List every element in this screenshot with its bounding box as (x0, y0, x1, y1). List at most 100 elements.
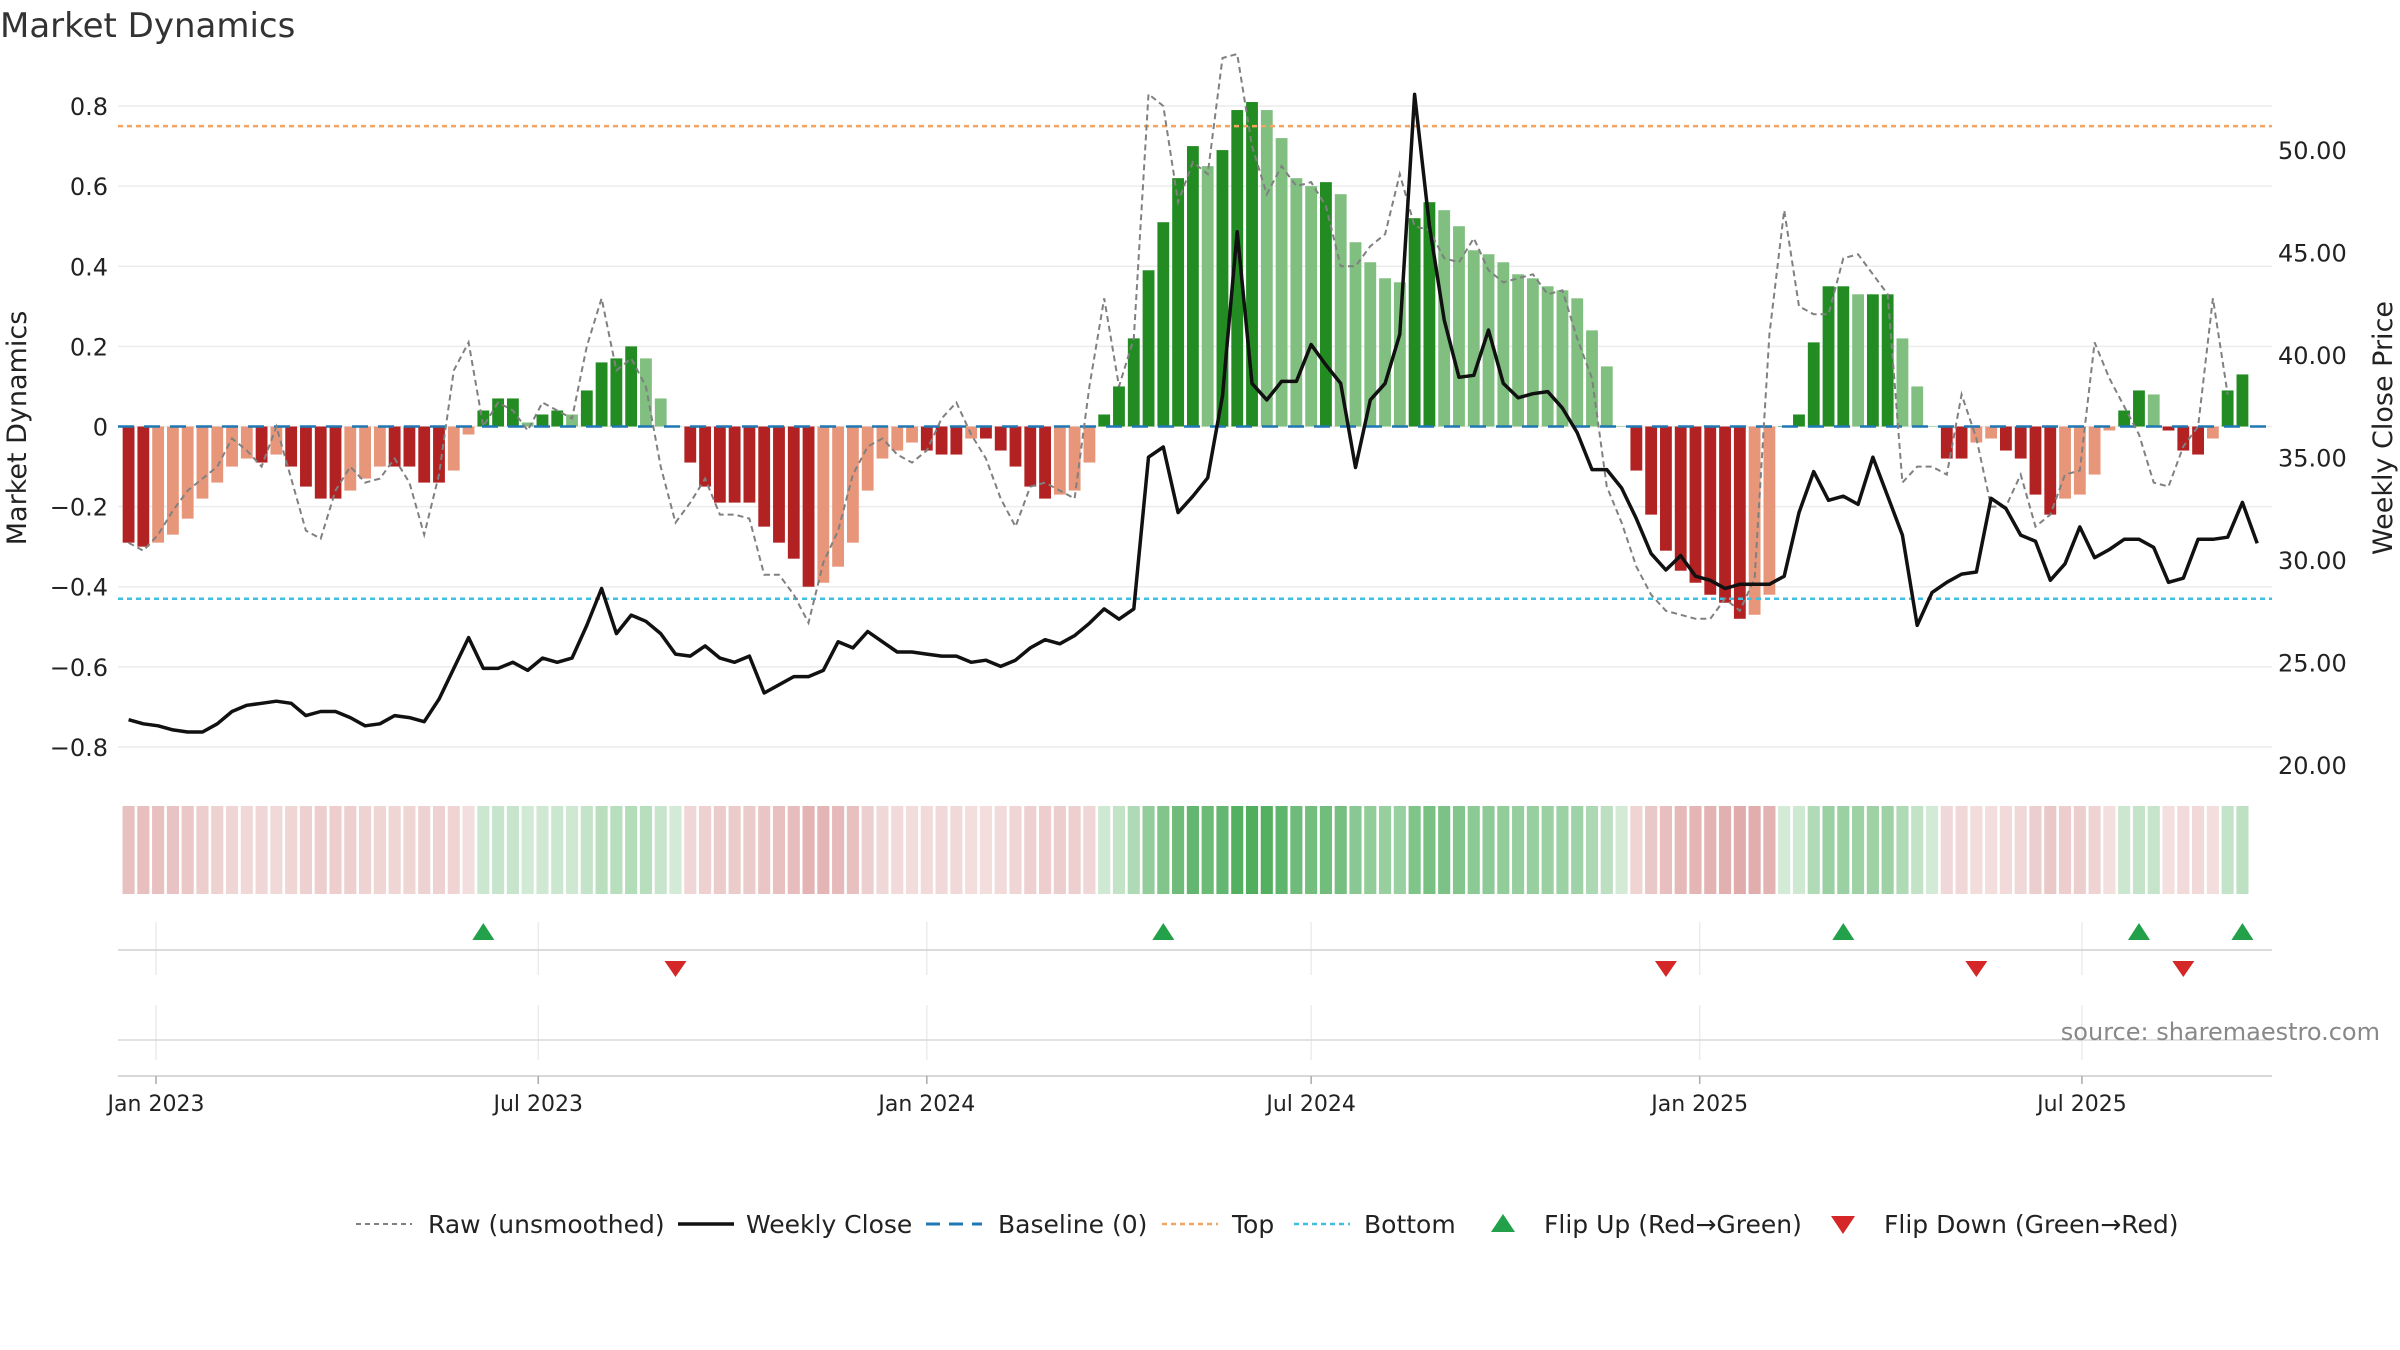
dynamics-bar (1911, 386, 1924, 427)
regime-cell (1689, 806, 1702, 894)
x-tick-label: Jul 2024 (1264, 1092, 1356, 1117)
dynamics-bar (994, 426, 1007, 451)
regime-cell (1245, 806, 1259, 894)
y-tick-label: −0.4 (50, 574, 108, 602)
dynamics-bar (1113, 386, 1125, 427)
dynamics-bar (699, 426, 711, 487)
dynamics-bar (787, 426, 800, 559)
regime-cell (639, 806, 653, 894)
dynamics-bar (773, 426, 785, 543)
y2-tick-label: 45.00 (2278, 239, 2347, 267)
dynamics-bar (1142, 270, 1155, 427)
regime-cell (2118, 806, 2131, 894)
regime-cell (1275, 806, 1288, 894)
regime-cell (1364, 806, 1377, 894)
dynamics-bar (2236, 374, 2249, 427)
regime-cell (950, 806, 963, 894)
weekly-close-series (128, 92, 2259, 734)
dynamics-bar (1719, 426, 1731, 603)
dynamics-bar (713, 426, 726, 503)
regime-cell (832, 806, 845, 894)
flip-markers-panel (118, 922, 2272, 977)
regime-cell (2147, 806, 2160, 894)
dynamics-bar (329, 426, 342, 499)
dynamics-bar (433, 426, 445, 483)
flip-up-marker (2231, 923, 2254, 940)
dynamics-bar (1053, 426, 1066, 495)
regime-cell (1083, 806, 1096, 894)
dynamics-bar (285, 426, 298, 467)
regime-cell (2221, 806, 2234, 894)
dynamics-bar (447, 426, 460, 471)
dynamics-bar (1571, 298, 1584, 427)
dynamics-bar (2088, 426, 2101, 475)
regime-cell (1704, 806, 1717, 894)
regime-cell (1497, 806, 1510, 894)
regime-cell (1541, 806, 1554, 894)
regime-cell (1940, 806, 1953, 894)
dynamics-bar (1660, 426, 1672, 551)
dynamics-bar (181, 426, 194, 519)
x-tick-label: Jul 2023 (491, 1092, 583, 1117)
dynamics-bar (373, 426, 386, 467)
regime-cell (359, 806, 372, 894)
dynamics-bar (492, 398, 505, 427)
dynamics-bar (1526, 278, 1539, 427)
dynamics-bar (1408, 218, 1421, 427)
regime-cell (817, 806, 830, 894)
regime-cell (536, 806, 549, 894)
regime-cell (1807, 806, 1820, 894)
regime-cell (1231, 806, 1244, 894)
regime-cell (1837, 806, 1850, 894)
regime-cell (2029, 806, 2042, 894)
dynamics-bar (1733, 426, 1746, 619)
regime-cell (344, 806, 357, 894)
dynamics-bar (1896, 338, 1909, 427)
regime-cell (1201, 806, 1214, 894)
regime-cell (1438, 806, 1451, 894)
dynamics-bar (1260, 110, 1273, 427)
dynamics-bar (1793, 414, 1805, 427)
dynamics-bar (1246, 102, 1258, 427)
regime-cell (1053, 806, 1066, 894)
regime-cell (122, 806, 135, 894)
regime-cell (876, 806, 889, 894)
regime-cell (846, 806, 859, 894)
regime-cell (1852, 806, 1865, 894)
regime-cell (1260, 806, 1273, 894)
dynamics-bar (2000, 426, 2012, 451)
regime-cell (285, 806, 298, 894)
regime-cell (654, 806, 667, 894)
raw-line (128, 52, 2229, 626)
dynamics-bar (743, 426, 756, 503)
legend-label: Weekly Close (746, 1210, 912, 1239)
y2-tick-label: 50.00 (2278, 137, 2347, 165)
regime-cell (1142, 806, 1155, 894)
dynamics-bar (536, 414, 549, 427)
dynamics-bar (196, 426, 209, 499)
dynamics-bar (684, 426, 697, 463)
dynamics-bar (137, 426, 150, 547)
regime-cell (196, 806, 209, 894)
dynamics-bar (2014, 426, 2027, 459)
dynamics-bar (1512, 274, 1525, 427)
chart-title: Market Dynamics (0, 6, 295, 46)
dynamics-bar (1541, 286, 1554, 427)
dynamics-bar (1940, 426, 1953, 459)
dynamics-bar (1807, 342, 1820, 427)
dynamics-bar (1393, 282, 1406, 427)
dynamics-bar (1970, 426, 1983, 443)
regime-cell (1556, 806, 1569, 894)
regime-cell (255, 806, 268, 894)
regime-cell (743, 806, 756, 894)
dynamics-bar (122, 426, 135, 543)
regime-cell (1748, 806, 1761, 894)
legend-flip-down-icon (1831, 1216, 1855, 1234)
dynamics-bar (1290, 178, 1303, 427)
x-tick-label: Jan 2025 (1649, 1092, 1748, 1117)
regime-cell (1467, 806, 1480, 894)
dynamics-bar (226, 426, 238, 467)
dynamics-bar (1098, 414, 1111, 427)
dynamics-bar (1748, 426, 1761, 615)
dynamics-bar (758, 426, 771, 527)
